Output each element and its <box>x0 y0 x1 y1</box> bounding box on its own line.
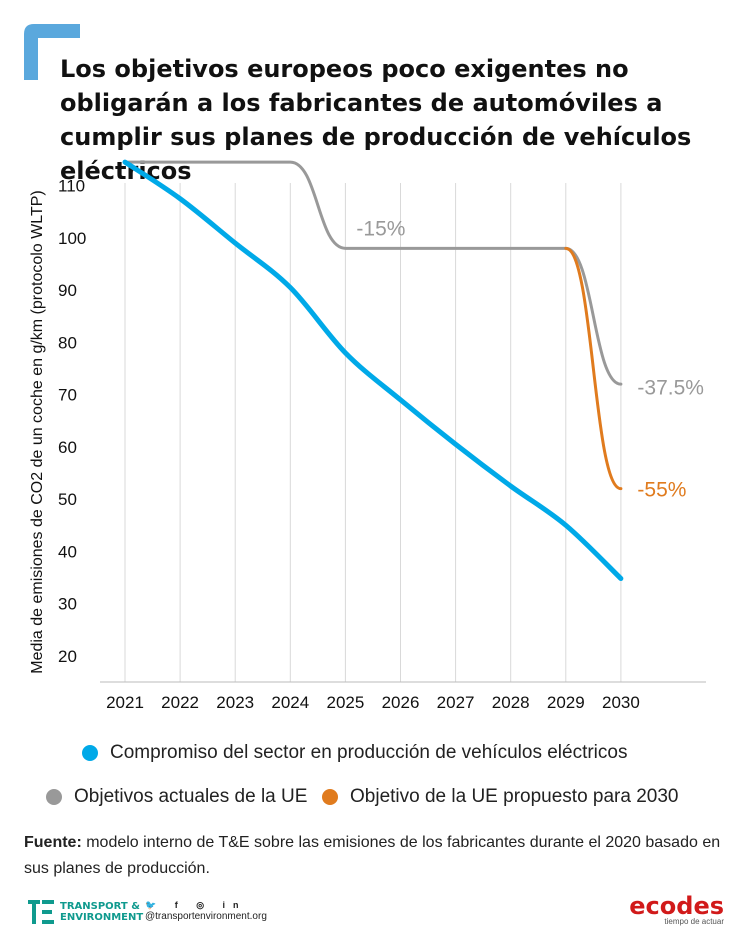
y-tick-label: 30 <box>58 595 77 614</box>
y-tick-label: 100 <box>58 229 86 248</box>
te-line-2: ENVIRONMENT <box>60 912 144 923</box>
x-tick-label: 2023 <box>216 693 254 712</box>
y-tick-label: 40 <box>58 542 77 561</box>
x-tick-label: 2022 <box>161 693 199 712</box>
x-tick-label: 2027 <box>437 693 475 712</box>
ecodes-tagline: tiempo de actuar <box>664 917 724 926</box>
y-tick-label: 70 <box>58 386 77 405</box>
series-line-eu-current <box>123 160 623 386</box>
annotation-label: -55% <box>637 479 686 502</box>
legend-label-grey: Objetivos actuales de la UE <box>74 786 308 807</box>
y-tick-label: 60 <box>58 438 77 457</box>
x-tick-label: 2029 <box>547 693 585 712</box>
x-tick-label: 2024 <box>271 693 309 712</box>
ecodes-brand: ecodes <box>629 892 724 920</box>
source-label: Fuente: <box>24 834 82 851</box>
legend-item-orange: Objetivo de la UE propuesto para 2030 <box>322 786 679 808</box>
legend-swatch-grey <box>46 789 62 805</box>
x-tick-label: 2021 <box>106 693 144 712</box>
social-handle: @transportenvironment.org <box>145 911 267 922</box>
source-text: modelo interno de T&E sobre las emisione… <box>24 834 721 877</box>
social-icons: 🐦 f ◎ in <box>145 900 247 910</box>
social-block: 🐦 f ◎ in @transportenvironment.org <box>145 900 267 922</box>
annotation-label: -15% <box>356 217 405 240</box>
annotation-label: -37.5% <box>637 377 704 400</box>
x-tick-label: 2030 <box>602 693 640 712</box>
y-tick-label: 110 <box>58 177 85 196</box>
x-tick-label: 2028 <box>492 693 530 712</box>
ecodes-logo: ecodes tiempo de actuar <box>629 894 724 926</box>
legend-swatch-blue <box>82 745 98 761</box>
legend-label-orange: Objetivo de la UE propuesto para 2030 <box>350 786 679 807</box>
legend-item-grey: Objetivos actuales de la UE <box>46 786 307 808</box>
series-line-sector <box>122 159 624 582</box>
legend-label-blue: Compromiso del sector en producción de v… <box>110 742 628 763</box>
x-tick-label: 2026 <box>382 693 420 712</box>
y-tick-label: 90 <box>58 281 77 300</box>
te-line-1: TRANSPORT & <box>60 901 140 912</box>
legend-swatch-orange <box>322 789 338 805</box>
y-tick-label: 20 <box>58 647 77 666</box>
legend-item-blue: Compromiso del sector en producción de v… <box>82 742 627 764</box>
series-line-eu-proposed <box>564 246 623 491</box>
te-logo-icon <box>28 900 54 924</box>
corner-accent <box>24 24 80 80</box>
x-tick-label: 2025 <box>326 693 364 712</box>
y-tick-label: 50 <box>58 490 77 509</box>
y-tick-label: 80 <box>58 333 77 352</box>
y-axis-label: Media de emisiones de CO2 de un coche en… <box>29 190 46 674</box>
source-note: Fuente: modelo interno de T&E sobre las … <box>24 830 724 882</box>
te-logo-block: TRANSPORT & ENVIRONMENT <box>28 900 143 924</box>
